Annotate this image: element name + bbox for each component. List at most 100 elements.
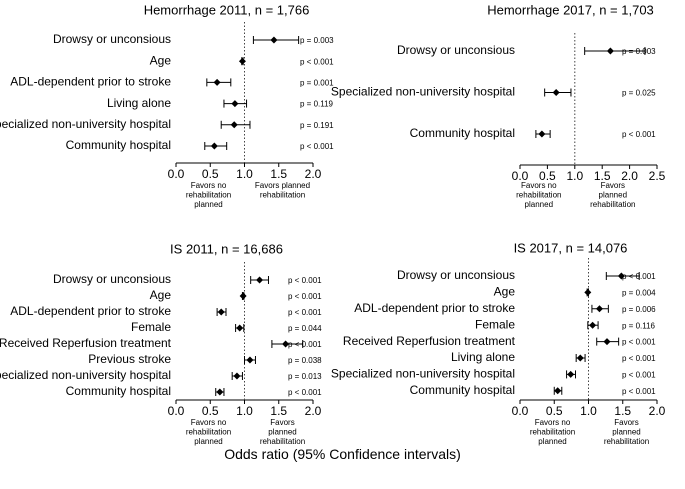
row-label: Age <box>150 53 172 67</box>
x-tick-label: 2.0 <box>649 404 666 418</box>
odds-ratio-marker <box>538 130 546 138</box>
x-axis-caption: Odds ratio (95% Confidence intervals) <box>224 446 461 462</box>
odds-ratio-marker <box>213 78 221 86</box>
p-value-label: p = 0.191 <box>300 121 334 130</box>
forest-panel-2: Hemorrhage 2017, n = 1,703 0.0 0.5 1.0 1.5 2.… <box>331 2 666 209</box>
p-value-label: p = 0.044 <box>288 324 322 333</box>
row-label: Specialized non-university hospital <box>331 85 515 99</box>
row-label: Community hospital <box>410 126 515 140</box>
odds-ratio-marker <box>231 100 239 108</box>
p-value-label: p < 0.001 <box>622 130 656 139</box>
row-label: Living alone <box>451 350 515 364</box>
p-value-label: p = 0.003 <box>300 36 334 45</box>
odds-ratio-marker <box>216 388 224 396</box>
p-value-label: p < 0.001 <box>300 142 334 151</box>
p-value-label: p < 0.001 <box>622 354 656 363</box>
favors-left-annotation: Favors no rehabilitation planned <box>530 418 575 446</box>
p-value-label: p = 0.025 <box>622 89 656 98</box>
row-label: Female <box>131 320 171 334</box>
row-label: Received Reperfusion treatment <box>343 334 516 348</box>
odds-ratio-marker <box>554 387 562 395</box>
odds-ratio-marker <box>282 340 290 348</box>
p-value-label: p < 0.001 <box>300 57 334 66</box>
x-tick-label: 1.5 <box>594 169 611 183</box>
odds-ratio-marker <box>617 272 625 280</box>
row-label: Age <box>494 285 516 299</box>
x-tick-label: 0.5 <box>202 404 219 418</box>
odds-ratio-marker <box>606 47 614 55</box>
forest-panel-1: Hemorrhage 2011, n = 1,766 0.0 0.5 1.0 1.5 2.… <box>0 2 334 209</box>
row-label: Drowsy or unconsious <box>53 272 171 286</box>
favors-left-annotation: Favors no rehabilitation planned <box>186 418 231 446</box>
forest-panel-3: IS 2011, n = 16,686 0.0 0.5 1.0 1.5 2.0 Drowsy… <box>0 241 322 446</box>
odds-ratio-marker <box>584 288 592 296</box>
x-tick-label: 0.5 <box>546 404 563 418</box>
x-tick-label: 1.5 <box>270 404 287 418</box>
p-value-label: p = 0.004 <box>622 289 656 298</box>
odds-ratio-marker <box>270 36 278 44</box>
odds-ratio-marker <box>238 57 246 65</box>
favors-right-annotation: Favors planned rehabilitation <box>260 418 305 446</box>
p-value-label: p = 0.001 <box>300 79 334 88</box>
p-value-label: p < 0.001 <box>622 387 656 396</box>
x-tick-label: 0.0 <box>168 404 185 418</box>
odds-ratio-marker <box>552 89 560 96</box>
row-label: Age <box>150 288 172 302</box>
p-value-label: p = 0.116 <box>622 321 656 330</box>
x-tick-label: 2.0 <box>305 167 322 181</box>
odds-ratio-marker <box>567 370 575 378</box>
odds-ratio-marker <box>589 321 597 329</box>
panel-title: IS 2011, n = 16,686 <box>170 241 283 256</box>
p-value-label: p < 0.001 <box>288 388 322 397</box>
row-label: Specialized non-university hospital <box>331 367 515 381</box>
p-value-label: p < 0.001 <box>288 308 322 317</box>
odds-ratio-marker <box>210 142 218 150</box>
odds-ratio-marker <box>576 354 584 362</box>
favors-left-annotation: Favors no rehabilitation planned <box>516 181 561 209</box>
row-label: ADL-dependent prior to stroke <box>10 304 171 318</box>
x-tick-label: 1.5 <box>614 404 631 418</box>
odds-ratio-marker <box>233 372 241 380</box>
x-tick-label: 0.0 <box>512 404 529 418</box>
p-value-label: p = 0.038 <box>288 356 322 365</box>
x-tick-label: 1.5 <box>270 167 287 181</box>
row-label: Received Reperfusion treatment <box>0 336 172 350</box>
x-tick-label: 0.0 <box>168 167 185 181</box>
row-label: Previous stroke <box>88 352 171 366</box>
favors-right-annotation: Favors planned rehabilitation <box>255 181 310 200</box>
p-value-label: p = 0.119 <box>300 100 334 109</box>
panel-title: Hemorrhage 2011, n = 1,766 <box>144 2 310 17</box>
row-label: Specialized non-university hospital <box>0 368 171 382</box>
x-tick-label: 1.0 <box>236 167 253 181</box>
x-tick-label: 2.5 <box>649 169 666 183</box>
row-label: Female <box>475 317 515 331</box>
p-value-label: p < 0.001 <box>622 371 656 380</box>
favors-right-annotation: Favors planned rehabilitation <box>590 181 635 209</box>
panel-title: IS 2017, n = 14,076 <box>514 240 628 255</box>
p-value-label: p < 0.001 <box>622 272 656 281</box>
row-label: Specialized non-university hospital <box>0 117 171 131</box>
x-tick-label: 2.0 <box>305 404 322 418</box>
row-label: Drowsy or unconsious <box>397 43 515 57</box>
p-value-label: p = 0.013 <box>288 372 322 381</box>
odds-ratio-marker <box>603 338 611 346</box>
favors-left-annotation: Favors no rehabilitation planned <box>186 181 231 209</box>
odds-ratio-marker <box>230 121 238 129</box>
row-label: Living alone <box>107 96 171 110</box>
row-label: ADL-dependent prior to stroke <box>10 75 171 89</box>
odds-ratio-marker <box>256 276 264 284</box>
p-value-label: p = 0.006 <box>622 305 656 314</box>
x-tick-label: 2.0 <box>621 169 638 183</box>
odds-ratio-marker <box>217 308 225 316</box>
p-value-label: p < 0.001 <box>288 276 322 285</box>
row-label: Drowsy or unconsious <box>53 32 171 46</box>
x-tick-label: 1.0 <box>236 404 253 418</box>
x-tick-label: 0.0 <box>512 169 529 183</box>
odds-ratio-marker <box>595 305 603 313</box>
x-tick-label: 0.5 <box>539 169 556 183</box>
forest-panel-4: IS 2017, n = 14,076 0.0 0.5 1.0 1.5 2.0 Drowsy… <box>331 240 666 446</box>
row-label: ADL-dependent prior to stroke <box>354 301 515 315</box>
panel-title: Hemorrhage 2017, n = 1,703 <box>487 2 654 17</box>
favors-right-annotation: Favors planned rehabilitation <box>604 418 649 446</box>
